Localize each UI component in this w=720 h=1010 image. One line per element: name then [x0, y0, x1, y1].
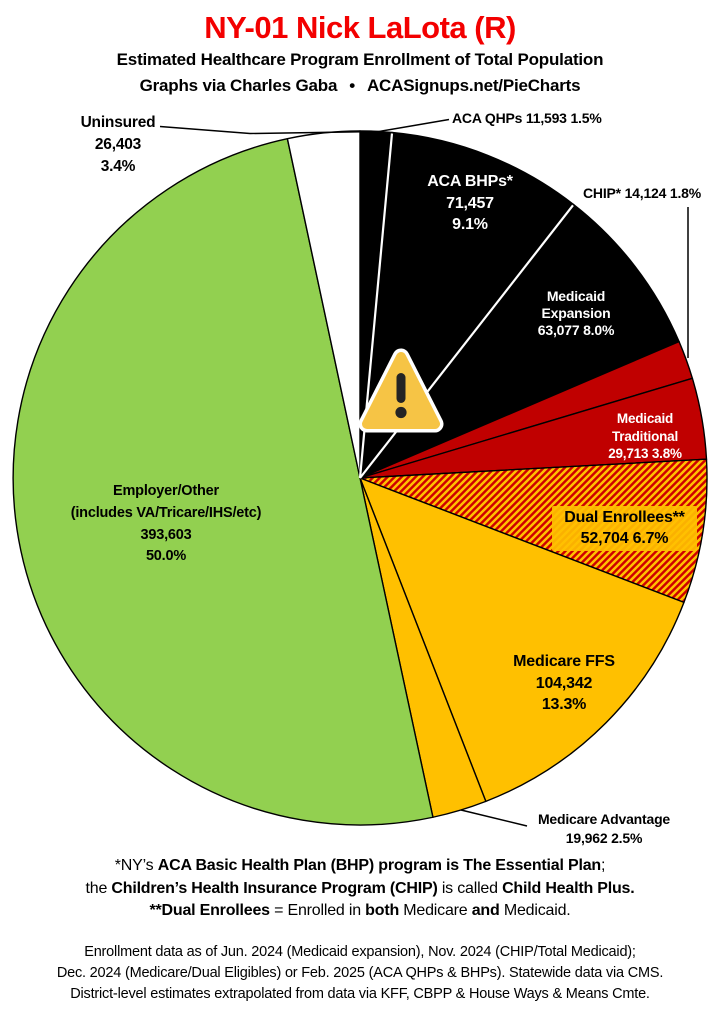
- footnote-line-3: **Dual Enrollees = Enrolled in both Medi…: [0, 900, 720, 923]
- white-separator-line: [359, 204, 574, 479]
- footnote-segment: *NY’s: [114, 857, 158, 874]
- pie-slice-employer: [12, 137, 434, 826]
- slice-label-line: (includes VA/Tricare/IHS/etc): [70, 504, 262, 521]
- warning-triangle-icon: [358, 348, 444, 433]
- slice-label-line: Uninsured: [80, 114, 156, 131]
- slice-label-line: 71,457: [446, 194, 494, 212]
- slice-label-line: 3.4%: [100, 158, 136, 175]
- chart-subtitle: Estimated Healthcare Program Enrollment …: [116, 50, 604, 69]
- exclamation-dot: [395, 406, 407, 419]
- source-line-1: Enrollment data as of Jun. 2024 (Medicai…: [84, 944, 636, 960]
- slice-label-line: 63,077 8.0%: [537, 322, 615, 338]
- pie-slice-medicare_ffs: [359, 477, 685, 803]
- leader-lines: [159, 118, 689, 827]
- slice-label-dual: Dual Enrollees** 52,704 6.7%: [552, 506, 697, 551]
- slice-label-line: ACA QHPs 11,593 1.5%: [452, 110, 602, 126]
- slice-label-line: Employer/Other: [113, 483, 219, 499]
- source-note: Enrollment data as of Jun. 2024 (Medicai…: [0, 942, 720, 1005]
- pie-slice-medicaid_expansion: [359, 203, 680, 479]
- slice-label-line: Expansion: [541, 305, 611, 321]
- slice-label-uninsured: Uninsured 26,403 3.4%: [43, 112, 193, 178]
- slice-label-line: 19,962 2.5%: [565, 830, 643, 846]
- slice-label-line: Medicare Advantage: [537, 811, 671, 827]
- slice-label-line: Medicare FFS: [513, 653, 615, 670]
- slice-label-employer: Employer/Other (includes VA/Tricare/IHS/e…: [16, 481, 316, 568]
- footnote-segment: = Enrolled in: [269, 902, 366, 919]
- slice-label-line: 52,704 6.7%: [580, 529, 669, 547]
- slice-label-aca_bhps: ACA BHPs* 71,457 9.1%: [390, 171, 550, 236]
- footnote-segment: Child Health Plus.: [502, 879, 635, 897]
- footnote-segment: and: [471, 902, 500, 919]
- slice-label-line: Dual Enrollees**: [564, 509, 685, 526]
- footnote-segment: the: [85, 879, 112, 897]
- slice-label-line: CHIP* 14,124 1.8%: [583, 185, 702, 201]
- source-line-2: Dec. 2024 (Medicare/Dual Eligibles) or F…: [56, 965, 664, 981]
- footnote-segment: Medicare: [399, 902, 472, 919]
- leader-line-aca_qhps: [378, 118, 450, 133]
- slice-label-line: 50.0%: [145, 548, 187, 565]
- slice-label-line: 13.3%: [541, 696, 587, 713]
- footnote-line-2: the Children’s Health Insurance Program …: [0, 878, 720, 901]
- pie-slice-dual: [359, 458, 708, 604]
- source-line-3: District-level estimates extrapolated fr…: [70, 986, 650, 1002]
- slice-label-line: Medicaid: [616, 411, 674, 426]
- slice-label-line: Medicaid: [546, 288, 606, 304]
- footnote-segment: Medicaid.: [499, 902, 571, 919]
- byline-site: ACASignups.net/PieCharts: [366, 76, 581, 95]
- footnote-segment: ACA Basic Health Plan (BHP) program is T…: [157, 857, 601, 874]
- slice-label-line: 393,603: [140, 526, 192, 543]
- slice-label-medicare_ffs: Medicare FFS 104,342 13.3%: [484, 651, 644, 716]
- pie-wedges: [12, 130, 708, 826]
- slice-label-line: ACA BHPs*: [427, 173, 513, 190]
- leader-line-medicare_advantage: [460, 809, 528, 827]
- slice-label-medicaid_expansion: Medicaid Expansion 63,077 8.0%: [496, 288, 656, 339]
- slice-label-line: 26,403: [94, 136, 142, 153]
- slice-label-medicare_advantage: Medicare Advantage 19,962 2.5%: [504, 810, 704, 848]
- footnote-segment: Children’s Health Insurance Program (CHI…: [111, 879, 438, 897]
- slice-label-line: 104,342: [535, 674, 593, 692]
- footnote-line-1: *NY’s ACA Basic Health Plan (BHP) progra…: [0, 855, 720, 878]
- slice-label-aca_qhps: ACA QHPs 11,593 1.5%: [452, 110, 692, 127]
- footnote-segment: **Dual Enrollees: [149, 902, 270, 919]
- slice-label-line: Traditional: [611, 428, 679, 444]
- footnote-segment: both: [365, 902, 400, 919]
- chart-byline: Graphs via Charles Gaba • ACASignups.net/P…: [0, 76, 720, 96]
- footnote-segment: ;: [600, 857, 606, 874]
- footnote-segment: is called: [437, 879, 503, 897]
- leader-line-uninsured: [159, 125, 380, 135]
- footnotes: *NY’s ACA Basic Health Plan (BHP) progra…: [0, 855, 720, 923]
- slice-label-chip: CHIP* 14,124 1.8%: [583, 185, 720, 202]
- slice-label-line: 29,713 3.8%: [608, 446, 682, 461]
- bullet-separator: •: [349, 76, 355, 95]
- exclamation-bar: [396, 373, 406, 403]
- slice-label-line: 9.1%: [452, 216, 488, 233]
- page-title: NY-01 Nick LaLota (R): [204, 10, 516, 45]
- byline-author: Graphs via Charles Gaba: [139, 76, 338, 95]
- slice-label-medicaid_traditional: Medicaid Traditional 29,713 3.8%: [563, 410, 720, 463]
